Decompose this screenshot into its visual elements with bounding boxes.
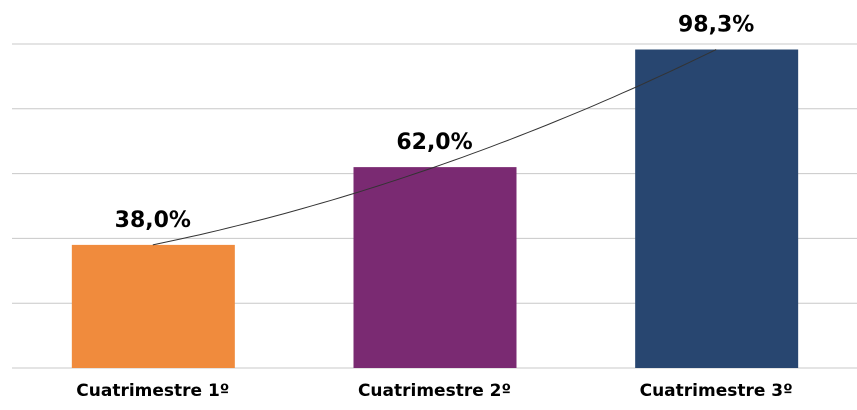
- x-tick-label: Cuatrimestre 3º: [640, 381, 793, 401]
- data-label: 62,0%: [396, 130, 472, 155]
- data-label: 38,0%: [115, 208, 191, 233]
- x-tick-label: Cuatrimestre 1º: [76, 381, 229, 401]
- x-tick-label: Cuatrimestre 2º: [358, 381, 511, 401]
- data-label: 98,3%: [678, 13, 754, 38]
- bar: [635, 49, 799, 369]
- bar: [353, 167, 517, 368]
- bar: [71, 244, 235, 368]
- trendline: [152, 49, 717, 246]
